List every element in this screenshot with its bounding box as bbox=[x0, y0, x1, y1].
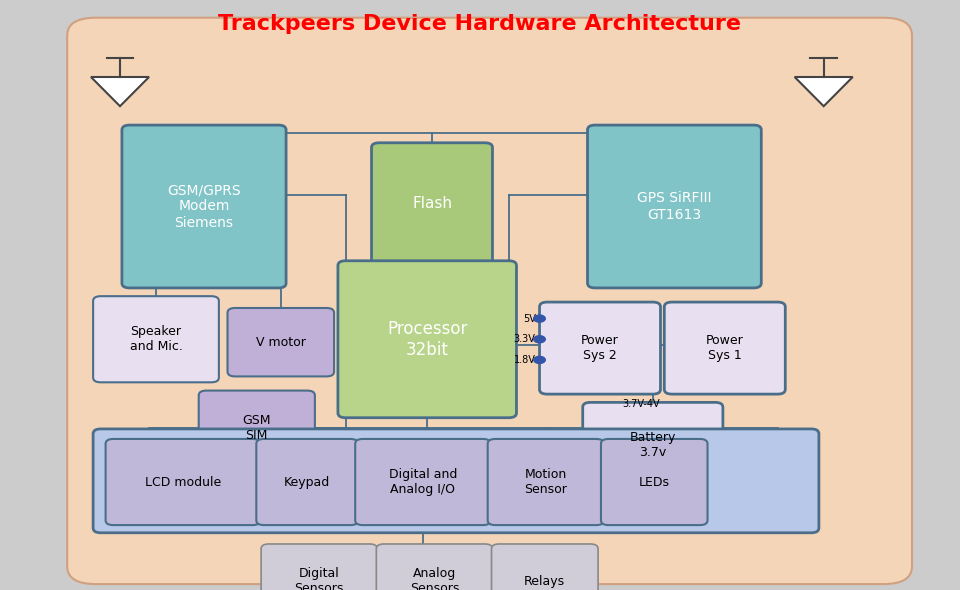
FancyBboxPatch shape bbox=[93, 429, 819, 533]
FancyBboxPatch shape bbox=[492, 544, 598, 590]
Text: Keypad: Keypad bbox=[284, 476, 330, 489]
Circle shape bbox=[534, 315, 545, 322]
Polygon shape bbox=[91, 77, 149, 106]
FancyBboxPatch shape bbox=[588, 125, 761, 288]
Text: Power
Sys 2: Power Sys 2 bbox=[581, 334, 619, 362]
Text: LEDs: LEDs bbox=[638, 476, 670, 489]
Polygon shape bbox=[795, 77, 852, 106]
FancyBboxPatch shape bbox=[583, 402, 723, 489]
Text: 5V: 5V bbox=[523, 314, 536, 323]
Text: 3.7V-4V: 3.7V-4V bbox=[622, 399, 660, 409]
Text: Processor
32bit: Processor 32bit bbox=[387, 320, 468, 359]
Text: GSM/GPRS
Modem
Siemens: GSM/GPRS Modem Siemens bbox=[167, 183, 241, 230]
Text: Digital and
Analog I/O: Digital and Analog I/O bbox=[389, 468, 457, 496]
Text: Analog
Sensors: Analog Sensors bbox=[410, 567, 459, 590]
Text: Relays: Relays bbox=[524, 575, 565, 588]
FancyBboxPatch shape bbox=[122, 125, 286, 288]
Text: V motor: V motor bbox=[256, 336, 305, 349]
Text: Speaker
and Mic.: Speaker and Mic. bbox=[130, 325, 182, 353]
Text: Flash: Flash bbox=[412, 196, 452, 211]
FancyBboxPatch shape bbox=[338, 261, 516, 418]
FancyBboxPatch shape bbox=[601, 439, 708, 525]
Text: Power
Sys 1: Power Sys 1 bbox=[706, 334, 744, 362]
FancyBboxPatch shape bbox=[256, 439, 358, 525]
FancyBboxPatch shape bbox=[228, 308, 334, 376]
Text: GPS SiRFIII
GT1613: GPS SiRFIII GT1613 bbox=[637, 191, 711, 222]
FancyBboxPatch shape bbox=[664, 302, 785, 394]
Circle shape bbox=[534, 356, 545, 363]
FancyBboxPatch shape bbox=[93, 296, 219, 382]
Text: Motion
Sensor: Motion Sensor bbox=[524, 468, 567, 496]
FancyBboxPatch shape bbox=[372, 143, 492, 264]
FancyBboxPatch shape bbox=[376, 544, 492, 590]
FancyBboxPatch shape bbox=[355, 439, 491, 525]
Text: GSM
SIM: GSM SIM bbox=[243, 414, 271, 442]
Text: Trackpeers Device Hardware Architecture: Trackpeers Device Hardware Architecture bbox=[219, 14, 741, 34]
Text: LCD module: LCD module bbox=[145, 476, 221, 489]
Text: 1.8V: 1.8V bbox=[514, 355, 536, 365]
Text: Digital
Sensors: Digital Sensors bbox=[295, 567, 344, 590]
Text: 3.3V: 3.3V bbox=[514, 335, 536, 344]
FancyBboxPatch shape bbox=[199, 391, 315, 465]
Text: Battery
3.7v: Battery 3.7v bbox=[630, 431, 676, 460]
FancyBboxPatch shape bbox=[261, 544, 377, 590]
Circle shape bbox=[534, 336, 545, 343]
FancyBboxPatch shape bbox=[67, 18, 912, 584]
FancyBboxPatch shape bbox=[488, 439, 604, 525]
FancyBboxPatch shape bbox=[540, 302, 660, 394]
FancyBboxPatch shape bbox=[106, 439, 260, 525]
